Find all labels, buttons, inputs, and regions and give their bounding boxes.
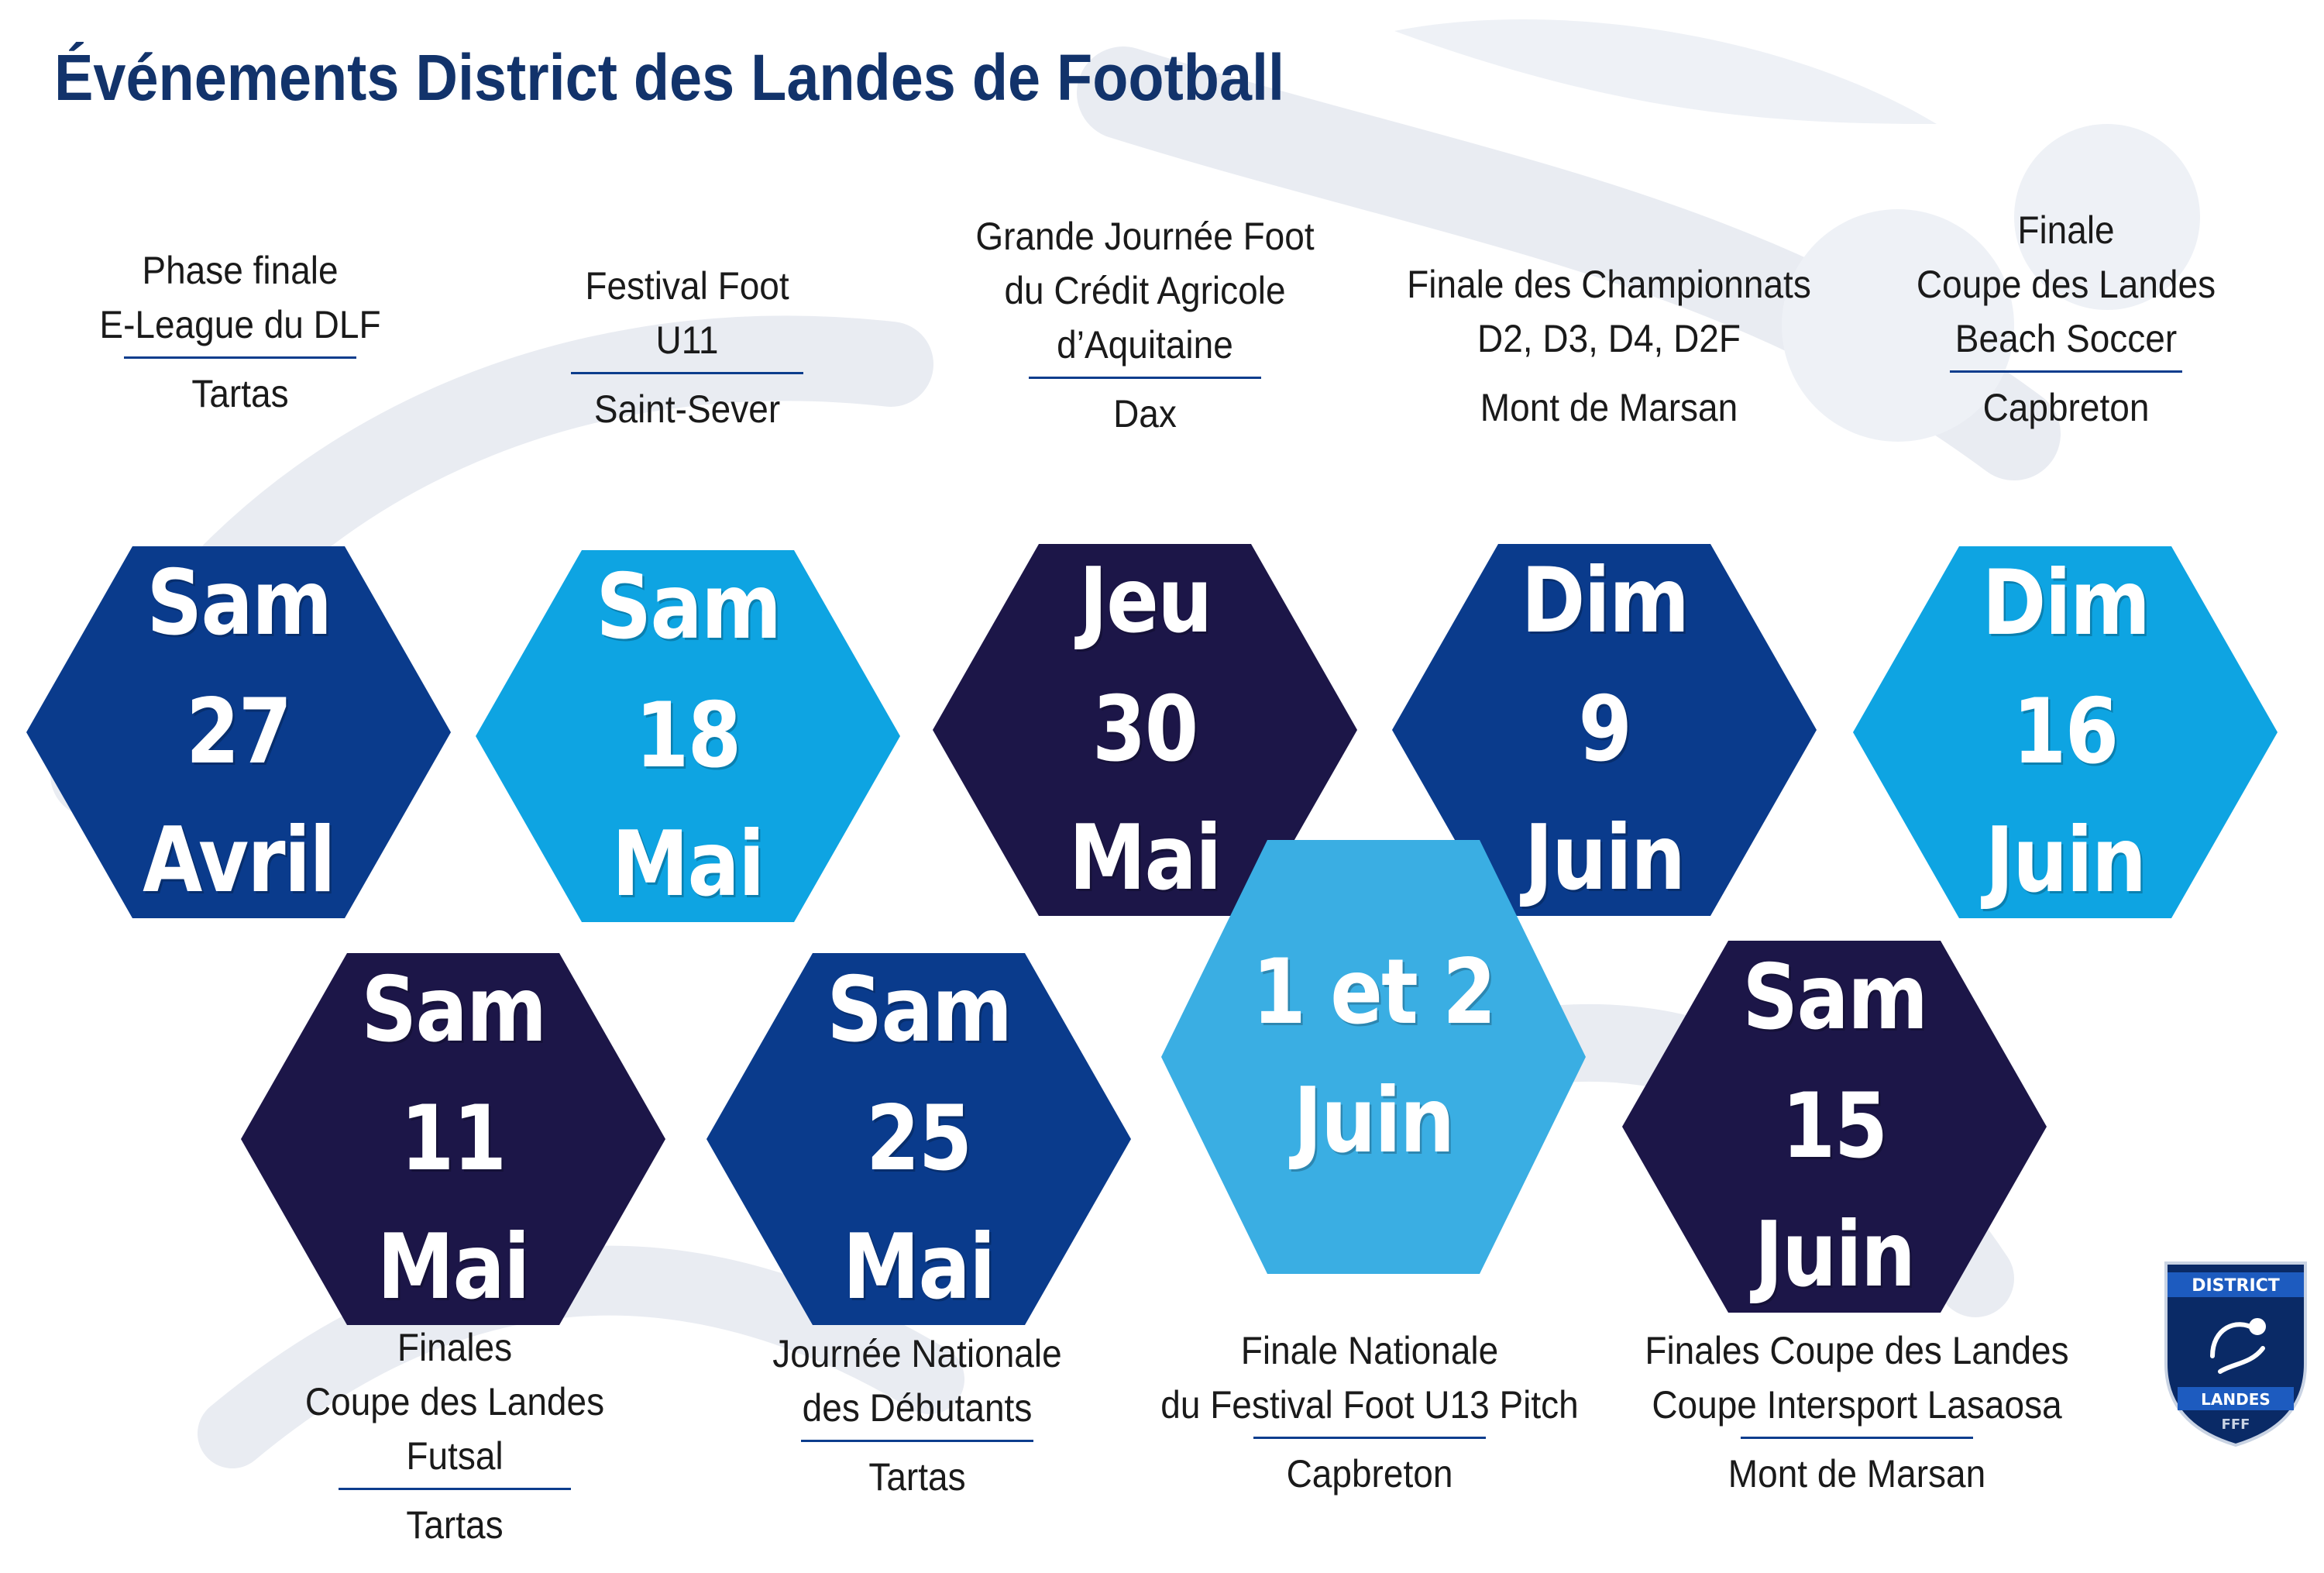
event-month: Avril xyxy=(143,808,335,913)
logo-mark: FFF xyxy=(2222,1416,2250,1433)
event-title-line: Grande Journée Foot xyxy=(975,215,1315,258)
event-day: Sam xyxy=(361,958,547,1062)
event-month: Juin xyxy=(1754,1203,1916,1307)
event-date: 30 xyxy=(1092,677,1198,782)
event-title-line: d’Aquitaine xyxy=(1057,323,1233,367)
event-label-e2: Festival Foot U11 Saint-Sever xyxy=(447,259,927,435)
event-day: Dim xyxy=(1982,551,2150,656)
event-date: 16 xyxy=(2013,680,2119,784)
event-title-line: Coupe Intersport Lasaosa xyxy=(1652,1383,2062,1427)
event-title-line: Coupe des Landes xyxy=(304,1380,605,1423)
event-title-line: D2, D3, D4, D2F xyxy=(1477,317,1741,360)
event-title-line: U11 xyxy=(655,318,719,362)
event-venue: Capbreton xyxy=(1286,1452,1453,1496)
event-title-line: Finale des Championnats xyxy=(1407,263,1811,306)
event-title-line: Finale Nationale xyxy=(1240,1329,1499,1372)
event-title-line: E-League du DLF xyxy=(99,303,381,346)
event-date: 11 xyxy=(401,1086,507,1191)
district-landes-logo: DISTRICT LANDES FFF xyxy=(2164,1261,2307,1447)
event-venue: Tartas xyxy=(868,1455,966,1499)
event-day: Sam xyxy=(596,555,782,659)
divider xyxy=(571,372,803,374)
event-label-e8: Finale Nationale du Festival Foot U13 Pi… xyxy=(1129,1323,1610,1499)
event-venue: Mont de Marsan xyxy=(1480,386,1738,429)
date-hexagon-e1: Sam 27 Avril xyxy=(26,546,451,918)
event-month: Juin xyxy=(1293,1069,1455,1173)
divider xyxy=(1950,370,2182,373)
event-title-line: Futsal xyxy=(406,1434,504,1478)
event-date: 27 xyxy=(186,680,292,784)
event-label-e3: Grande Journée Foot du Crédit Agricole d… xyxy=(905,209,1385,439)
event-date: 25 xyxy=(866,1086,972,1191)
event-day: Dim xyxy=(1521,549,1690,653)
event-title-line: Finales Coupe des Landes xyxy=(1645,1329,2069,1372)
event-label-e1: Phase finale E-League du DLF Tartas xyxy=(0,243,480,419)
event-date: 9 xyxy=(1578,677,1631,782)
event-day: Jeu xyxy=(1078,549,1212,653)
event-title-line: du Crédit Agricole xyxy=(1004,269,1286,312)
event-month: Juin xyxy=(1524,806,1686,910)
event-title-line: du Festival Foot U13 Pitch xyxy=(1160,1383,1579,1427)
event-month: Mai xyxy=(377,1215,530,1320)
event-day: Sam xyxy=(146,551,332,656)
event-month: Mai xyxy=(843,1215,995,1320)
event-title-line: Festival Foot xyxy=(585,264,789,308)
divider xyxy=(1741,1437,1973,1439)
event-label-e9: Finales Coupe des Landes Coupe Interspor… xyxy=(1617,1323,2097,1499)
page-title: Événements District des Landes de Footba… xyxy=(54,41,1285,114)
event-month: Mai xyxy=(612,812,765,917)
event-title-line: Finales xyxy=(397,1326,513,1369)
event-label-e4: Finale des Championnats D2, D3, D4, D2F … xyxy=(1369,257,1849,433)
event-day: 1 et 2 xyxy=(1252,940,1496,1045)
event-date: 18 xyxy=(635,683,741,788)
event-title-line: Coupe des Landes xyxy=(1916,263,2216,306)
event-venue: Saint-Sever xyxy=(593,387,781,431)
divider xyxy=(1253,1437,1486,1439)
rooster-crest-icon xyxy=(2210,1318,2266,1374)
divider xyxy=(339,1488,571,1490)
logo-bottom-text: LANDES xyxy=(2201,1390,2271,1409)
date-hexagon-e8: 1 et 2 Juin xyxy=(1161,840,1586,1274)
event-month: Juin xyxy=(1985,808,2147,913)
divider xyxy=(124,356,356,359)
divider xyxy=(1029,377,1261,379)
event-venue: Tartas xyxy=(406,1503,504,1547)
event-venue: Mont de Marsan xyxy=(1728,1452,1986,1496)
event-day: Sam xyxy=(827,958,1012,1062)
divider xyxy=(801,1440,1033,1442)
event-label-e7: Journée Nationale des Débutants Tartas xyxy=(677,1327,1157,1502)
event-day: Sam xyxy=(1742,945,1928,1050)
event-date: 15 xyxy=(1782,1074,1888,1179)
event-venue: Tartas xyxy=(191,372,289,415)
logo-top-text: DISTRICT xyxy=(2192,1276,2280,1296)
event-title-line: Journée Nationale xyxy=(772,1332,1062,1375)
event-label-e5: Finale Coupe des Landes Beach Soccer Cap… xyxy=(1826,203,2306,433)
event-label-e6: Finales Coupe des Landes Futsal Tartas xyxy=(215,1320,695,1551)
event-title-line: Phase finale xyxy=(142,249,339,292)
event-venue: Dax xyxy=(1113,392,1177,435)
event-title-line: des Débutants xyxy=(802,1386,1033,1430)
event-title-line: Finale xyxy=(2017,208,2115,252)
event-venue: Capbreton xyxy=(1982,386,2150,429)
event-month: Mai xyxy=(1069,806,1222,910)
event-title-line: Beach Soccer xyxy=(1954,317,2178,360)
